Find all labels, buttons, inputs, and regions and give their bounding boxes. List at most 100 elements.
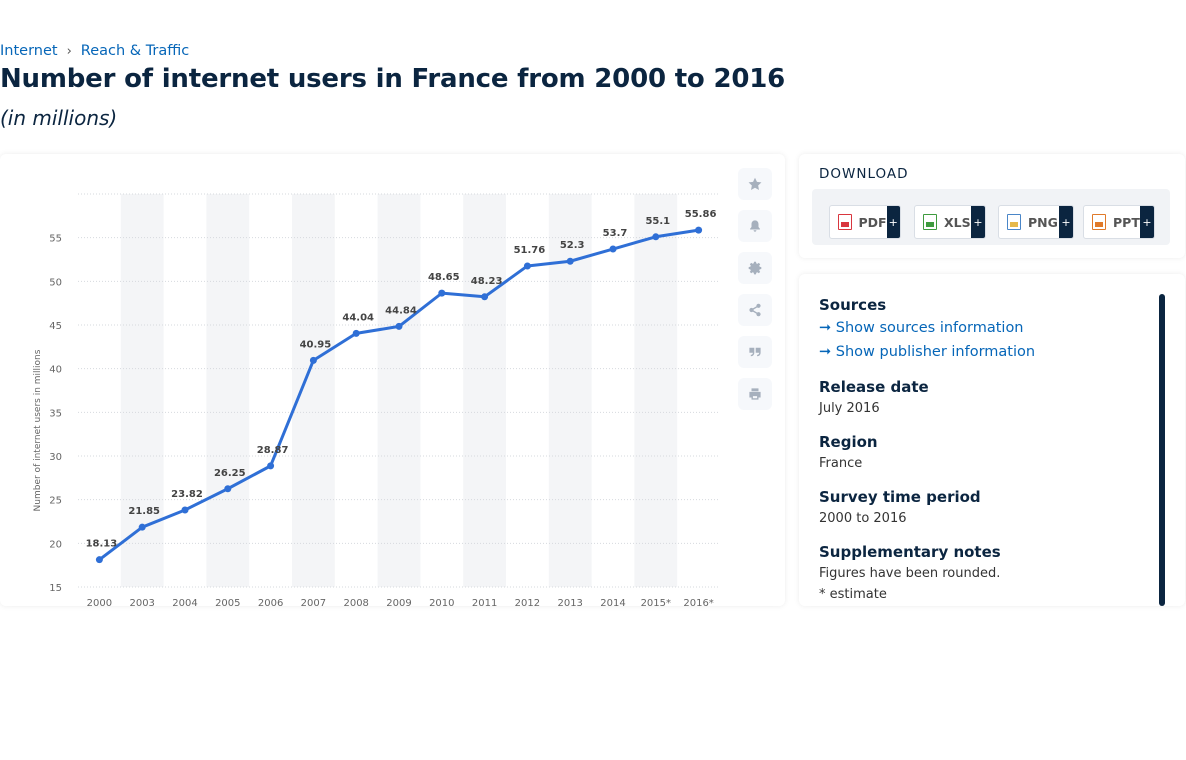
data-point [267, 462, 275, 470]
column-band [548, 194, 592, 587]
notification-button[interactable] [738, 210, 772, 242]
info-scrollbar[interactable] [1159, 294, 1165, 606]
data-label: 53.7 [603, 228, 628, 239]
data-label: 55.86 [685, 209, 717, 220]
breadcrumb: Internet › Reach & Traffic [0, 43, 189, 59]
settings-button[interactable] [738, 252, 772, 284]
breadcrumb-separator: › [66, 43, 72, 59]
print-button[interactable] [738, 378, 772, 410]
line-chart: 15 20 25 30 35 40 45 50 55 Number of internet use… [33, 193, 720, 606]
survey-period-heading: Survey time period [819, 488, 981, 506]
data-point [609, 245, 617, 253]
data-point [224, 485, 232, 493]
show-sources-link[interactable]: ➞ Show sources information [819, 320, 1024, 336]
column-band [292, 194, 335, 587]
y-tick-label: 55 [49, 234, 62, 245]
data-point [95, 556, 103, 564]
x-tick-label: 2004 [172, 598, 197, 606]
data-point [438, 289, 446, 297]
pdf-file-icon [838, 214, 852, 230]
y-tick-label: 35 [49, 408, 62, 419]
x-tick-label: 2013 [557, 598, 582, 606]
info-card: Sources ➞ Show sources information ➞ Sho… [799, 274, 1185, 606]
arrow-right-icon: ➞ [819, 344, 832, 360]
page-subtitle: (in millions) [0, 106, 118, 130]
data-point [352, 329, 360, 337]
data-label: 18.13 [86, 539, 118, 550]
png-label: PNG [1028, 214, 1058, 230]
show-publisher-link[interactable]: ➞ Show publisher information [819, 344, 1035, 360]
x-tick-label: 2003 [129, 598, 154, 606]
star-icon [748, 177, 762, 190]
quote-icon [749, 347, 761, 357]
survey-period-value: 2000 to 2016 [819, 511, 907, 526]
x-tick-label: 2014 [600, 598, 625, 606]
png-file-icon [1007, 214, 1021, 230]
show-publisher-label: Show publisher information [835, 344, 1036, 360]
data-label: 28.87 [257, 445, 289, 456]
x-tick-label: 2005 [215, 598, 240, 606]
y-tick-label: 20 [49, 539, 62, 550]
page-title: Number of internet users in France from … [0, 64, 786, 94]
y-tick-label: 45 [49, 321, 62, 332]
y-tick-label: 50 [49, 277, 62, 288]
data-label: 51.76 [514, 245, 546, 256]
download-pdf-button[interactable]: PDF + [829, 205, 901, 239]
column-band [463, 194, 506, 587]
x-tick-label: 2007 [301, 598, 326, 606]
x-tick-label: 2016* [683, 598, 713, 606]
data-label: 48.23 [471, 276, 503, 287]
pdf-label: PDF [858, 214, 887, 230]
bell-icon [750, 220, 760, 232]
column-band [634, 194, 678, 587]
release-date-heading: Release date [819, 378, 929, 396]
breadcrumb-internet-link[interactable]: Internet [0, 43, 58, 59]
y-tick-label: 15 [49, 583, 62, 594]
data-label: 55.1 [645, 216, 670, 227]
data-point [523, 262, 531, 270]
favorite-button[interactable] [738, 168, 772, 200]
data-label: 21.85 [128, 506, 160, 517]
data-point [395, 322, 403, 330]
share-button[interactable] [738, 294, 772, 326]
y-tick-label: 40 [49, 365, 62, 376]
data-label: 44.84 [385, 305, 417, 316]
region-value: France [819, 456, 863, 471]
x-tick-label: 2000 [87, 598, 112, 606]
data-label: 40.95 [300, 339, 332, 350]
show-sources-label: Show sources information [835, 320, 1024, 336]
arrow-right-icon: ➞ [819, 320, 832, 336]
data-label: 48.65 [428, 272, 460, 283]
download-png-button[interactable]: PNG + [998, 205, 1074, 239]
cite-button[interactable] [738, 336, 772, 368]
x-tick-label: 2009 [386, 598, 411, 606]
data-point [481, 293, 489, 301]
share-icon [749, 303, 761, 317]
ppt-file-icon [1092, 214, 1106, 230]
download-ppt-button[interactable]: PPT + [1083, 205, 1155, 239]
x-tick-label: 2006 [258, 598, 283, 606]
y-tick-label: 30 [49, 452, 62, 463]
xls-label: XLS [944, 214, 971, 230]
y-axis-label: Number of internet users in millions [33, 349, 43, 511]
data-label: 44.04 [342, 312, 374, 323]
column-band [206, 194, 250, 587]
x-tick-label: 2008 [343, 598, 368, 606]
supplementary-notes-heading: Supplementary notes [819, 543, 1001, 561]
sources-heading: Sources [819, 296, 887, 314]
print-icon [749, 388, 761, 400]
png-plus: + [1059, 206, 1073, 238]
download-xls-button[interactable]: XLS + [914, 205, 986, 239]
gear-icon [748, 261, 762, 275]
region-heading: Region [819, 433, 878, 451]
data-point [138, 523, 146, 531]
data-label: 23.82 [171, 489, 203, 500]
data-point [309, 356, 317, 364]
x-tick-label: 2015* [641, 598, 671, 606]
download-options: PDF + XLS + PNG + PPT + [812, 189, 1170, 245]
data-label: 52.3 [560, 240, 585, 251]
x-tick-label: 2011 [472, 598, 497, 606]
breadcrumb-reach-traffic-link[interactable]: Reach & Traffic [80, 43, 190, 59]
ppt-label: PPT [1113, 214, 1140, 230]
pdf-plus: + [886, 206, 900, 238]
